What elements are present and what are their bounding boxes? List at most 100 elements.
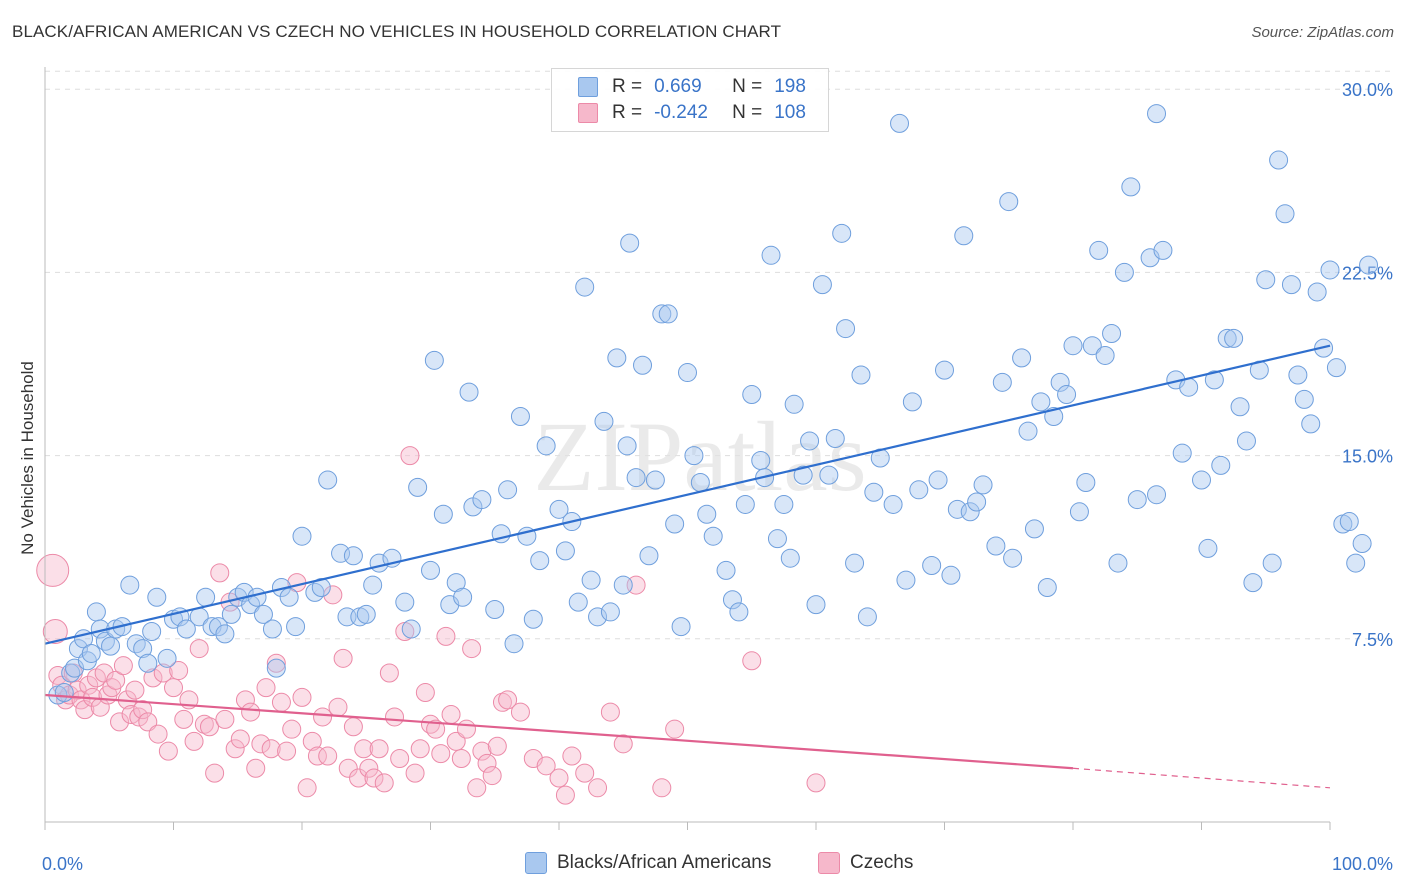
blacks-point (126, 634, 146, 654)
blacks-point (1057, 385, 1077, 405)
blacks-point (607, 348, 627, 368)
czechs-point (318, 746, 338, 766)
pink-swatch (578, 103, 598, 123)
blacks-point (1288, 365, 1308, 385)
n-label: N = (732, 102, 763, 123)
blacks-point (633, 355, 653, 375)
blacks-point (459, 382, 479, 402)
blacks-point (305, 582, 325, 602)
blacks-point (1031, 392, 1051, 412)
czechs-point (313, 707, 333, 727)
czechs-point (158, 741, 178, 761)
blacks-point (1326, 358, 1346, 378)
y-tick-label: 30.0% (1342, 80, 1393, 100)
czechs-point (441, 705, 461, 725)
blacks-point (363, 575, 383, 595)
blacks-point (1063, 336, 1083, 356)
blacks-point (697, 504, 717, 524)
blacks-point (735, 494, 755, 514)
n-value: 108 (774, 102, 806, 123)
blacks-point (1044, 407, 1064, 427)
blacks-point (652, 304, 672, 324)
watermark: ZIPatlas (533, 401, 866, 512)
blacks-point (1346, 553, 1366, 573)
blacks-point (922, 556, 942, 576)
blacks-point (774, 494, 794, 514)
czechs-point (225, 739, 245, 759)
blacks-point (568, 592, 588, 612)
czechs-point (199, 717, 219, 737)
czechs-point (390, 748, 410, 768)
czechs-point (462, 639, 482, 659)
czechs-point (400, 446, 420, 466)
blacks-point (941, 565, 961, 585)
blacks-point (1121, 177, 1141, 197)
czechs-point (652, 778, 672, 798)
blacks-point (1003, 548, 1023, 568)
stats-row-czechs: R = -0.242 N = 108 (578, 101, 806, 125)
r-label: R = (612, 102, 643, 123)
trend-lines (44, 344, 1331, 789)
blacks-point (504, 634, 524, 654)
blacks-point (1018, 421, 1038, 441)
czechs-point (555, 785, 575, 805)
x-tick-label: 0.0% (42, 854, 83, 874)
czechs-point (498, 690, 518, 710)
blacks-point (999, 192, 1019, 212)
legend-label: Czechs (850, 852, 914, 873)
blacks-point (101, 636, 121, 656)
czechs-point (94, 663, 114, 683)
blacks-point (992, 372, 1012, 392)
blacks-point (120, 575, 140, 595)
czechs-point (75, 700, 95, 720)
czechs-point (113, 656, 133, 676)
r-value: 0.669 (654, 76, 702, 97)
czechs-point (410, 739, 430, 759)
blacks-point (1192, 470, 1211, 490)
series-legend: Blacks/African Americans Czechs (0, 852, 1406, 878)
czechs-point (472, 741, 492, 761)
czechs-point (510, 702, 530, 722)
blacks-point (1236, 431, 1256, 451)
blacks-point (1172, 443, 1192, 463)
czechs-point (143, 668, 163, 688)
czechs-point (256, 678, 276, 698)
blacks-point (1230, 397, 1250, 417)
blacks-point (1359, 255, 1379, 275)
blacks-point (767, 529, 787, 549)
czechs-point (588, 778, 608, 798)
blacks-point (896, 570, 916, 590)
czechs-point (343, 717, 363, 737)
czechs-point (194, 714, 214, 734)
blacks-point (581, 570, 601, 590)
y-axis-label: No Vehicles in Household (18, 361, 37, 555)
czechs-point (271, 692, 291, 712)
blacks-point (401, 619, 421, 639)
blacks-point (1307, 282, 1327, 302)
czechs-point (536, 756, 556, 776)
czechs-point (230, 729, 250, 749)
blacks-point (1037, 578, 1057, 598)
czechs-point (665, 719, 685, 739)
blacks-point (176, 619, 196, 639)
blacks-point (819, 465, 839, 485)
blacks-point (800, 431, 820, 451)
legend-label: Blacks/African Americans (557, 852, 772, 873)
blacks-point (1281, 275, 1301, 295)
blacks-point (356, 604, 376, 624)
czechs-point (302, 731, 322, 751)
blacks-point (1224, 328, 1244, 348)
blacks-point (1127, 490, 1147, 510)
czechs-point (600, 702, 620, 722)
stats-row-blacks: R = 0.669 N = 198 (578, 75, 806, 99)
czechs-point (349, 768, 369, 788)
blacks-point (986, 536, 1006, 556)
y-tick-label: 7.5% (1352, 630, 1393, 650)
blacks-point (279, 587, 299, 607)
blacks-point (1294, 389, 1314, 409)
czechs-point (148, 724, 168, 744)
czechs-point (575, 763, 595, 783)
czechs-point (189, 639, 209, 659)
blacks-point (973, 475, 993, 495)
blacks-point (703, 526, 723, 546)
